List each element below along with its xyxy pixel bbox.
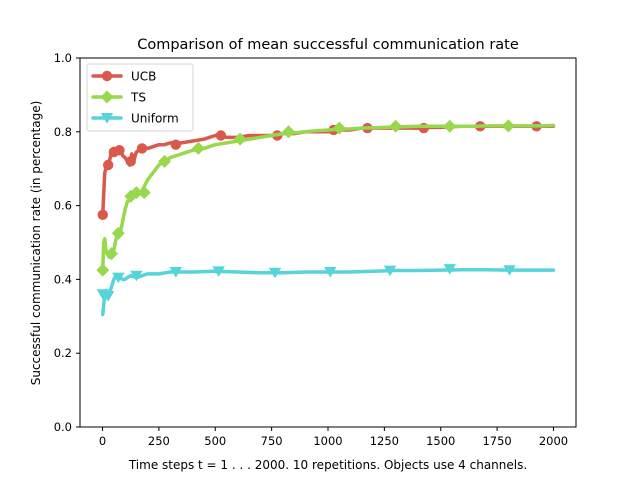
y-tick-label: 0.2	[54, 346, 72, 360]
data-point-ts	[282, 125, 296, 139]
x-tick-label: 1500	[426, 434, 455, 448]
legend-label-uniform: Uniform	[131, 112, 179, 126]
data-point-ucb	[97, 209, 108, 221]
data-point-uniform	[383, 265, 397, 277]
x-tick-label: 1250	[370, 434, 399, 448]
legend-box	[86, 63, 194, 132]
legend-label-ts: TS	[130, 91, 146, 105]
data-point-ts	[111, 226, 125, 240]
chart-title: Comparison of mean successful communicat…	[137, 37, 519, 53]
y-tick-label: 1.0	[54, 51, 72, 65]
data-point-ts	[443, 119, 457, 133]
legend-marker-ucb	[101, 70, 113, 82]
data-point-ts	[191, 141, 205, 155]
data-point-ts	[158, 154, 172, 168]
legend-marker-ts	[100, 90, 114, 104]
data-point-uniform	[268, 267, 282, 279]
data-point-ts	[332, 121, 346, 135]
x-tick-label: 0	[99, 434, 106, 448]
data-point-ts	[233, 132, 247, 146]
x-tick-label: 2000	[539, 434, 568, 448]
data-point-ts	[105, 247, 119, 261]
data-point-ucb	[418, 122, 430, 134]
data-point-ts	[129, 186, 143, 200]
data-point-ucb	[215, 130, 227, 141]
legend-entry-ucb: UCB	[91, 70, 156, 84]
data-point-uniform	[503, 265, 516, 276]
x-tick-label: 500	[204, 434, 226, 448]
y-tick-label: 0.8	[54, 125, 72, 139]
x-tick-label: 750	[261, 434, 283, 448]
data-point-ucb	[125, 156, 136, 167]
legend: UCB TS Uniform	[86, 63, 194, 132]
series-ts	[96, 119, 556, 277]
legend-marker-uniform	[100, 113, 114, 124]
data-point-ucb	[114, 145, 125, 156]
x-tick-label: 1000	[313, 434, 342, 448]
y-tick-label: 0.6	[54, 199, 72, 213]
x-tick-label: 250	[148, 434, 170, 448]
legend-entry-ts: TS	[91, 90, 146, 105]
data-point-uniform	[112, 272, 125, 284]
data-point-ts	[501, 119, 515, 133]
data-point-uniform	[443, 264, 456, 275]
y-tick-label: 0.0	[54, 420, 72, 434]
data-point-uniform	[324, 267, 337, 278]
series-line-uniform	[101, 268, 556, 317]
data-point-ts	[389, 119, 403, 133]
data-point-uniform	[169, 267, 183, 278]
data-point-ts	[96, 263, 110, 277]
data-point-uniform	[130, 270, 143, 282]
y-axis-label: Successful communication rate (in percen…	[29, 101, 43, 386]
plot-area	[96, 119, 556, 317]
x-tick-label: 1750	[482, 434, 511, 448]
legend-label-ucb: UCB	[131, 70, 156, 84]
series-uniform	[96, 264, 556, 317]
axes: 0 250 500 750 1000 1250 1500 1750 2000 0.0 0.2 0.4 0…	[54, 51, 577, 448]
legend-entry-uniform: Uniform	[91, 112, 179, 126]
data-point-ts	[137, 186, 151, 200]
data-point-uniform	[212, 266, 225, 277]
data-point-ucb	[136, 143, 148, 154]
data-point-uniform	[101, 291, 115, 302]
y-tick-label: 0.4	[54, 272, 72, 286]
data-point-ucb	[102, 159, 114, 171]
x-axis-label: Time steps t = 1 . . . 2000. 10 repetiti…	[128, 458, 527, 472]
data-point-ucb	[170, 139, 182, 150]
